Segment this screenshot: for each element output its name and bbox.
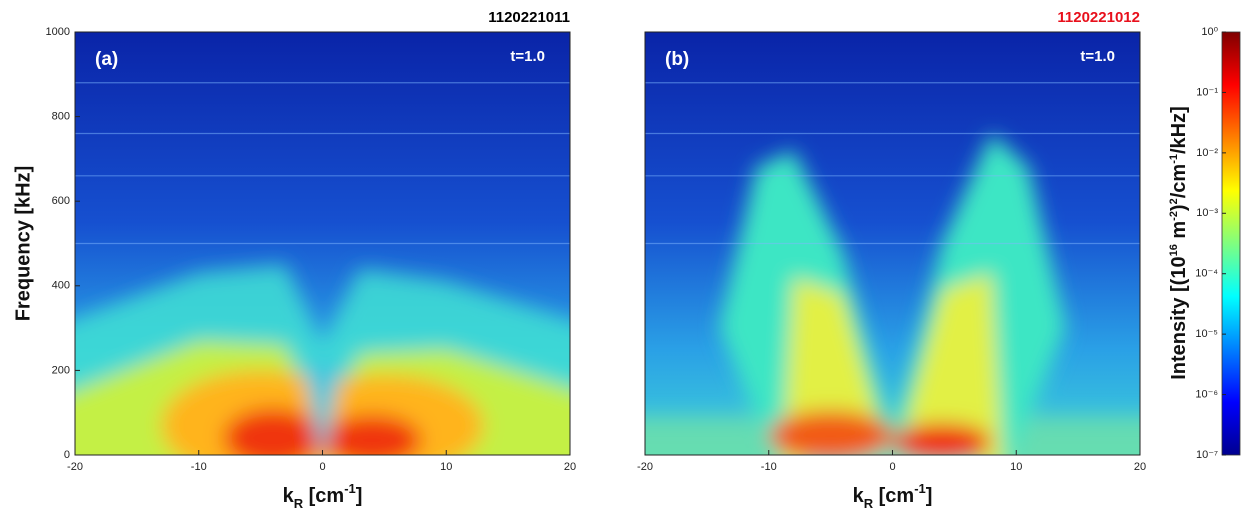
- x-tick-label: 20: [1134, 461, 1146, 473]
- colorbar-tick-label: 10⁻⁵: [1195, 328, 1218, 340]
- panel-label: (b): [665, 49, 689, 70]
- spectrogram-blobs: [645, 133, 1140, 455]
- spectrogram-blobs: [75, 264, 570, 455]
- spectrogram: [75, 32, 570, 455]
- y-axis-label: Frequency [kHz]: [12, 166, 34, 322]
- x-axis-label-part: ]: [926, 485, 933, 507]
- x-tick-label: -20: [637, 461, 653, 473]
- x-tick-label: 0: [319, 461, 325, 473]
- colorbar-tick-label: 10⁰: [1201, 26, 1218, 38]
- intensity-region: [303, 361, 342, 455]
- x-axis-label-part: [cm: [873, 485, 914, 507]
- x-tick-label: 10: [440, 461, 452, 473]
- x-tick-label: 10: [1010, 461, 1022, 473]
- intensity-region: [892, 423, 992, 455]
- x-axis-label-part: k: [283, 485, 295, 507]
- x-axis-label-part: -1: [914, 481, 926, 496]
- panel-label: (a): [95, 49, 118, 70]
- y-tick-label: 1000: [46, 26, 70, 38]
- intensity-region: [904, 273, 1003, 455]
- intensity-region: [223, 408, 323, 455]
- x-axis-label-part: R: [864, 496, 874, 511]
- y-tick-label: 400: [52, 280, 70, 292]
- x-axis-label: kR [cm-1]: [853, 481, 933, 511]
- colorbar-tick-label: 10⁻⁷: [1196, 449, 1218, 461]
- colorbar-label: Intensity [(1016 m-2)2/cm-1/kHz]: [1168, 106, 1190, 380]
- colorbar-tick-label: 10⁻²: [1196, 147, 1218, 159]
- intensity-region: [322, 414, 422, 455]
- x-tick-label: 20: [564, 461, 576, 473]
- colorbar-tick-label: 10⁻³: [1196, 207, 1218, 219]
- x-axis-label-part: R: [294, 496, 304, 511]
- y-tick-label: 0: [64, 449, 70, 461]
- x-tick-label: -20: [67, 461, 83, 473]
- spectrogram: [645, 32, 1140, 455]
- x-axis-label: kR [cm-1]: [283, 481, 363, 511]
- intensity-region: [782, 277, 881, 455]
- chart-title: 1120221011: [488, 9, 570, 26]
- y-tick-label: 800: [52, 111, 70, 123]
- chart-title: 1120221012: [1057, 9, 1140, 26]
- time-label: t=1.0: [510, 48, 545, 65]
- x-axis-label-part: [cm: [303, 485, 344, 507]
- x-axis-label-part: ]: [356, 485, 363, 507]
- x-tick-label: -10: [191, 461, 207, 473]
- y-tick-label: 600: [52, 195, 70, 207]
- y-tick-label: 200: [52, 364, 70, 376]
- intensity-region: [768, 410, 893, 455]
- colorbar: [1221, 31, 1241, 456]
- x-tick-label: 0: [889, 461, 895, 473]
- x-axis-label-part: k: [853, 485, 865, 507]
- colorbar-tick-label: 10⁻⁶: [1195, 388, 1218, 400]
- colorbar-tick-label: 10⁻⁴: [1195, 268, 1218, 280]
- time-label: t=1.0: [1080, 48, 1115, 65]
- x-tick-label: -10: [761, 461, 777, 473]
- x-axis-label-part: -1: [344, 481, 356, 496]
- colorbar-tick-label: 10⁻¹: [1196, 86, 1218, 98]
